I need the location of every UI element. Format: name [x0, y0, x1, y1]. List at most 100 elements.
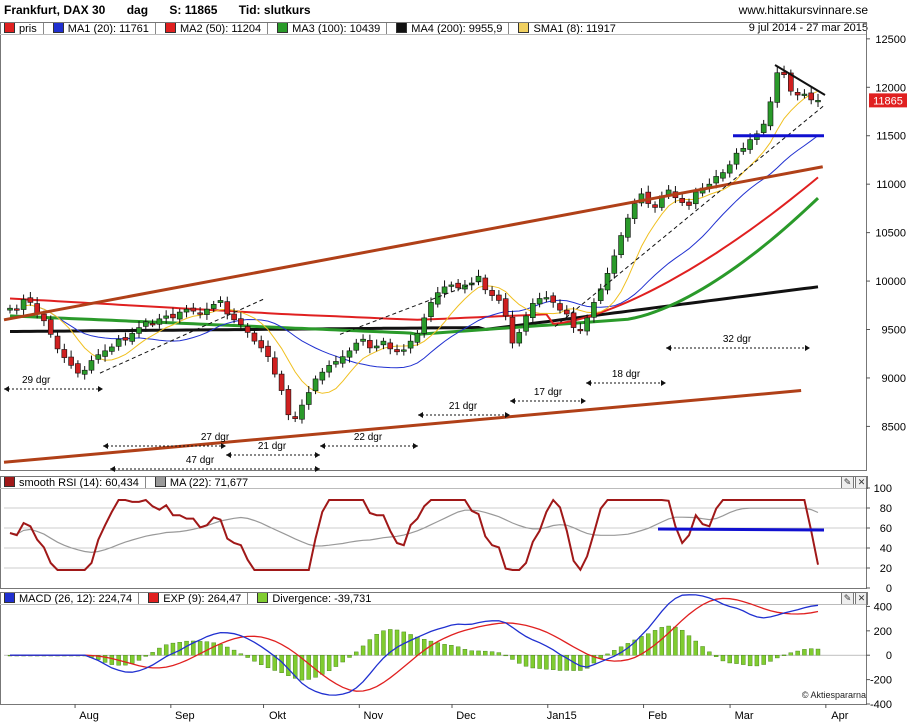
y-tick-label: 40	[880, 543, 892, 555]
divergence-bar	[700, 646, 705, 656]
y-tick-label: -200	[870, 675, 892, 687]
cycle-label: 17 dgr	[534, 387, 563, 398]
candle-body	[183, 308, 190, 313]
candle-body	[808, 92, 815, 101]
arrow-head	[418, 412, 423, 418]
candle-body	[530, 303, 536, 318]
cycle-label: 32 dgr	[723, 334, 752, 345]
candle-body	[455, 282, 461, 289]
divergence-bar	[306, 655, 311, 680]
divergence-bar	[775, 655, 780, 659]
candle-body	[509, 316, 516, 344]
divergence-bar	[741, 655, 746, 665]
legend-ma4: MA4 (200): 9955,9	[396, 22, 510, 35]
y-tick-label: 200	[874, 626, 892, 638]
candle-body	[47, 319, 54, 335]
candle-body	[570, 312, 577, 328]
legend-label: smooth RSI (14): 60,434	[19, 477, 139, 489]
candle-body	[312, 378, 319, 392]
candle-body	[20, 299, 27, 310]
x-tick-label: Dec	[456, 710, 476, 722]
candle-body	[625, 217, 631, 238]
arrow-head	[581, 398, 586, 404]
candle-body	[421, 317, 427, 334]
divergence-bar	[231, 649, 237, 656]
candle-body	[428, 302, 434, 318]
candle-body	[584, 317, 590, 332]
candle-body	[679, 198, 686, 203]
candle-body	[292, 416, 298, 419]
candle-body	[692, 191, 699, 205]
candle-body	[686, 201, 692, 206]
candle-body	[109, 346, 115, 352]
divergence-bar	[550, 655, 556, 670]
divergence-bar	[333, 655, 339, 667]
panel-frame	[0, 476, 867, 589]
x-tick-label: Apr	[831, 710, 848, 722]
y-tick-label: 400	[874, 601, 892, 613]
divergence-bar	[578, 655, 583, 671]
divergence-bar	[394, 629, 400, 656]
candle-body	[88, 360, 95, 371]
divergence-bar	[707, 651, 712, 656]
candle-body	[129, 333, 136, 342]
divergence-bar	[354, 651, 359, 656]
divergence-bar	[320, 655, 325, 675]
y-tick-label: 80	[880, 503, 892, 515]
time-label: Tid: slutkurs	[238, 3, 311, 17]
cycle-label: 18 dgr	[612, 369, 641, 380]
divergence-bar	[259, 655, 264, 665]
y-tick-label: 9500	[882, 325, 906, 337]
divergence-bar	[292, 655, 298, 679]
arrow-head	[805, 345, 810, 351]
candle-body	[170, 313, 176, 319]
divergence-bar	[170, 642, 176, 656]
candle-body	[190, 307, 197, 312]
divergence-bar	[272, 655, 278, 671]
candle-body	[489, 290, 495, 296]
divergence-bar	[673, 626, 678, 656]
candle-body	[122, 337, 129, 341]
candle-body	[7, 307, 13, 311]
divergence-bar	[163, 644, 169, 656]
rsi-support-line	[657, 527, 825, 532]
divergence-bar	[313, 655, 318, 678]
panel-frame	[0, 22, 867, 471]
candle-body	[285, 389, 292, 416]
candle-body	[482, 277, 489, 291]
candle-body	[142, 321, 149, 327]
divergence-bar	[367, 639, 373, 656]
candle-body	[611, 255, 618, 274]
site-url[interactable]: www.hittakursvinnare.se	[738, 3, 868, 17]
divergence-bar	[265, 655, 271, 669]
divergence-bar	[564, 655, 569, 671]
candle-body	[115, 338, 122, 347]
candle-body	[618, 235, 624, 256]
divergence-bar	[340, 655, 345, 663]
candle-body	[652, 204, 658, 208]
candle-body	[41, 313, 47, 322]
y-tick-label: 12000	[875, 82, 906, 94]
candle-body	[204, 308, 210, 315]
cycle-label: 22 dgr	[354, 432, 383, 443]
candle-body	[815, 100, 821, 103]
candle-body	[733, 152, 740, 165]
candle-body	[638, 193, 645, 204]
rsi-legend: smooth RSI (14): 60,434 MA (22): 71,677	[4, 476, 260, 489]
divergence-bar	[537, 655, 542, 669]
arrow-head	[98, 386, 103, 392]
candle-body	[434, 292, 441, 305]
candle-body	[210, 304, 217, 309]
trendline-channel-upper	[3, 165, 824, 322]
candle-body	[550, 295, 556, 303]
price-legend: pris MA1 (20): 11761 MA2 (50): 11204 MA3…	[4, 22, 628, 35]
divergence-bar	[815, 648, 821, 656]
candle-body	[61, 349, 68, 358]
arrow-head	[666, 345, 671, 351]
rsi-ma-line	[9, 507, 819, 554]
candle-body	[394, 349, 400, 353]
y-tick-label: 11500	[876, 131, 906, 143]
legend-rsi-ma: MA (22): 71,677	[154, 476, 254, 489]
exp-signal-line	[10, 597, 819, 692]
candle-body	[788, 72, 794, 92]
